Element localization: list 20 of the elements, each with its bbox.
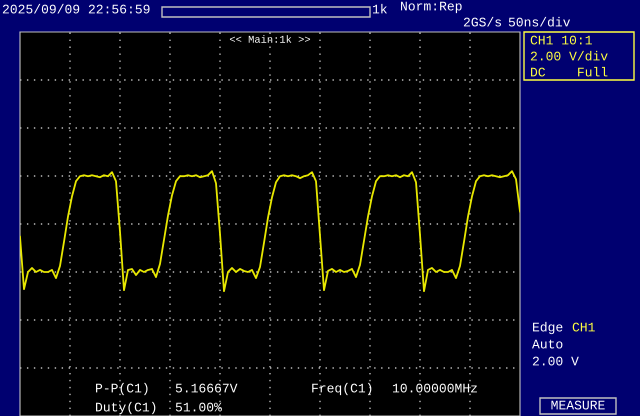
- text: 2.00 V: [532, 356, 579, 366]
- text: Norm:Rep: [401, 2, 462, 14]
- text: 1k: [372, 4, 387, 14]
- text: MEASURE: [551, 400, 605, 410]
- text: 50ns/div: [508, 16, 570, 27]
- text: Auto: [532, 340, 562, 348]
- text: 51.00%: [176, 402, 222, 412]
- text: << Main:1k >>: [230, 35, 310, 43]
- text: Duty(C1): [96, 402, 156, 414]
- text: 2.00 V/div: [530, 50, 608, 61]
- text: DC Full: [531, 66, 608, 76]
- text: 5.16667V: [176, 384, 238, 392]
- text: CH1: [572, 322, 595, 332]
- text: 10.00000MHz: [392, 384, 477, 392]
- text: 2025/09/09 22:56:59: [2, 4, 150, 14]
- text: P-P(C1): [96, 382, 148, 396]
- text: Freq(C1): [312, 382, 372, 396]
- text: Edge: [533, 322, 562, 334]
- text: CH1 10:1: [530, 36, 592, 44]
- text: 2GS/s: [464, 16, 501, 26]
